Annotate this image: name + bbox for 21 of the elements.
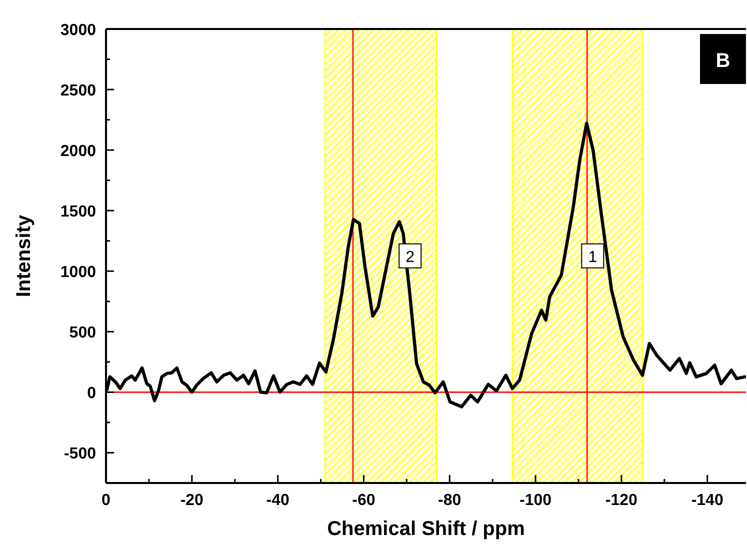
- x-axis-title: Chemical Shift / ppm: [327, 518, 525, 540]
- y-axis-title: Intensity: [13, 214, 35, 298]
- x-tick-label: -40: [266, 492, 290, 509]
- y-tick-label: 500: [69, 324, 96, 342]
- x-tick-label: -100: [520, 492, 552, 509]
- y-tick-label: 2000: [60, 143, 96, 160]
- x-tick-label: -120: [605, 492, 638, 509]
- x-tick-label: -140: [691, 492, 724, 509]
- y-tick-label: 3000: [60, 22, 96, 39]
- annotation: 2: [406, 248, 415, 266]
- x-tick-label: -60: [352, 492, 376, 509]
- x-tick-label: -80: [438, 492, 462, 509]
- x-tick-label: -20: [180, 492, 204, 509]
- annotation: 1: [588, 248, 598, 266]
- y-tick-label: 1000: [60, 264, 96, 282]
- y-tick-label: 2500: [60, 82, 96, 100]
- y-tick-label: 0: [87, 385, 96, 402]
- y-tick-label: -500: [64, 446, 96, 463]
- y-tick-label: 1500: [60, 204, 96, 221]
- x-tick-label: 0: [102, 492, 111, 509]
- annotation: B: [716, 50, 730, 72]
